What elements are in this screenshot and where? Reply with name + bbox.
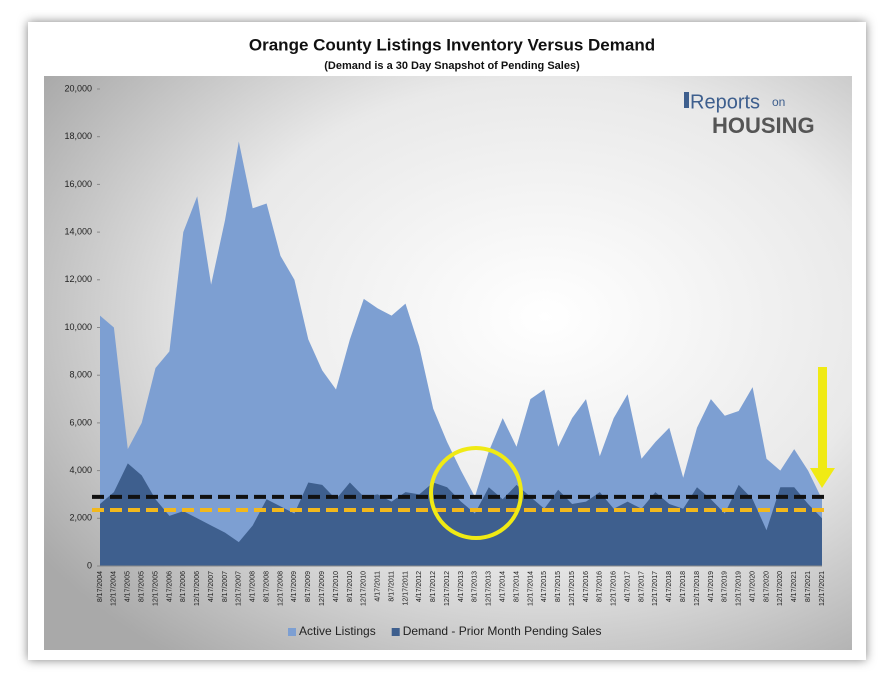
x-tick-label: 8/17/2013 <box>472 571 479 602</box>
chart-subtitle: (Demand is a 30 Day Snapshot of Pending … <box>324 60 580 72</box>
x-tick-label: 12/17/2008 <box>277 571 284 606</box>
x-tick-label: 8/17/2005 <box>138 571 145 602</box>
x-tick-label: 4/17/2021 <box>791 571 798 602</box>
arrow-head <box>810 468 835 488</box>
x-tick-label: 8/17/2006 <box>180 571 187 602</box>
y-tick-label: 2,000 <box>69 513 92 523</box>
x-tick-label: 12/17/2011 <box>402 571 409 606</box>
y-tick-label: 16,000 <box>64 179 92 189</box>
y-tick-label: 20,000 <box>64 83 92 93</box>
logo-small: on <box>772 95 785 109</box>
x-tick-label: 4/17/2016 <box>583 571 590 602</box>
x-tick-label: 4/17/2013 <box>458 571 465 602</box>
x-tick-label: 4/17/2011 <box>375 571 382 602</box>
y-tick-label: 10,000 <box>64 322 92 332</box>
x-tick-label: 8/17/2018 <box>680 571 687 602</box>
x-tick-label: 4/17/2015 <box>541 571 548 602</box>
y-tick-label: 14,000 <box>64 226 92 236</box>
x-tick-label: 8/17/2017 <box>638 571 645 602</box>
x-tick-label: 4/17/2010 <box>333 571 340 602</box>
x-tick-label: 4/17/2006 <box>166 571 173 602</box>
x-tick-label: 12/17/2005 <box>152 571 159 606</box>
x-tick-label: 4/17/2019 <box>708 571 715 602</box>
arrow <box>810 367 835 488</box>
x-tick-label: 4/17/2008 <box>250 571 257 602</box>
x-tick-label: 8/17/2004 <box>97 571 104 602</box>
x-tick-label: 12/17/2017 <box>652 571 659 606</box>
y-tick-label: 6,000 <box>69 417 92 427</box>
area <box>100 141 822 566</box>
arrow-shaft <box>818 367 827 471</box>
x-tick-label: 12/17/2018 <box>694 571 701 606</box>
legend-label: Active Listings <box>299 624 376 638</box>
x-tick-label: 8/17/2020 <box>763 571 770 602</box>
x-tick-label: 8/17/2008 <box>263 571 270 602</box>
legend-label: Demand - Prior Month Pending Sales <box>403 624 602 638</box>
x-tick-label: 12/17/2013 <box>486 571 493 606</box>
x-tick-label: 12/17/2007 <box>236 571 243 606</box>
x-tick-label: 4/17/2005 <box>125 571 132 602</box>
x-tick-label: 12/17/2016 <box>611 571 618 606</box>
y-tick-label: 18,000 <box>64 131 92 141</box>
x-tick-label: 8/17/2007 <box>222 571 229 602</box>
x-tick-label: 8/17/2019 <box>722 571 729 602</box>
legend-swatch <box>288 628 296 636</box>
legend-swatch <box>391 628 400 636</box>
x-tick-label: 12/17/2009 <box>319 571 326 606</box>
x-tick-label: 4/17/2017 <box>624 571 631 602</box>
x-tick-label: 8/17/2014 <box>513 571 520 602</box>
y-tick-label: 0 <box>87 560 92 570</box>
x-tick-label: 8/17/2012 <box>430 571 437 602</box>
y-tick-label: 12,000 <box>64 274 92 284</box>
x-tick-label: 8/17/2021 <box>805 571 812 602</box>
logo-name: HOUSING <box>712 113 815 138</box>
x-tick-label: 12/17/2021 <box>819 571 826 606</box>
plot: 0 2,000 4,000 6,000 8,000 10,000 12,000 14,000 1… <box>64 83 826 638</box>
x-tick-label: 12/17/2006 <box>194 571 201 606</box>
x-tick-label: 12/17/2014 <box>527 571 534 606</box>
logo-brand: Reports <box>690 91 760 113</box>
x-tick-label: 12/17/2019 <box>736 571 743 606</box>
x-tick-label: 8/17/2010 <box>347 571 354 602</box>
x-tick-label: 4/17/2012 <box>416 571 423 602</box>
x-tick-label: 8/17/2011 <box>388 571 395 602</box>
logo: Reports on HOUSING <box>684 91 815 138</box>
x-tick-label: 4/17/2020 <box>749 571 756 602</box>
area <box>100 463 822 566</box>
highlight-circle <box>429 446 523 540</box>
chart-title: Orange County Listings Inventory Versus … <box>249 35 655 54</box>
x-tick-label: 12/17/2015 <box>569 571 576 606</box>
x-tick-label: 4/17/2009 <box>291 571 298 602</box>
x-tick-label: 12/17/2020 <box>777 571 784 606</box>
logo-icon <box>684 92 689 108</box>
x-tick-label: 12/17/2012 <box>444 571 451 606</box>
x-tick-label: 4/17/2007 <box>208 571 215 602</box>
y-tick-label: 4,000 <box>69 465 92 475</box>
x-tick-label: 4/17/2014 <box>499 571 506 602</box>
x-tick-label: 8/17/2016 <box>597 571 604 602</box>
x-tick-label: 4/17/2018 <box>666 571 673 602</box>
x-tick-label: 8/17/2009 <box>305 571 312 602</box>
x-tick-label: 12/17/2004 <box>111 571 118 606</box>
y-tick-label: 8,000 <box>69 370 92 380</box>
x-tick-label: 8/17/2015 <box>555 571 562 602</box>
x-tick-label: 12/17/2010 <box>361 571 368 606</box>
